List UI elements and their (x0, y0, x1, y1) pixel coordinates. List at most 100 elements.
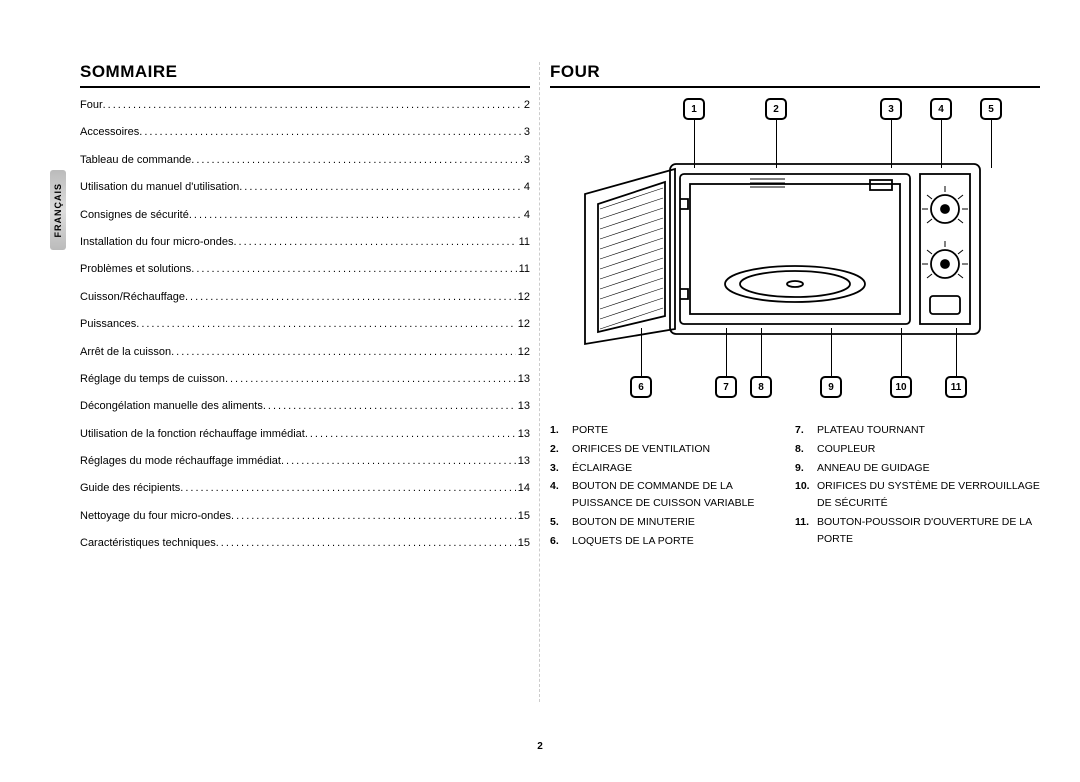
toc-dots (281, 454, 516, 469)
leader-line (641, 328, 642, 376)
oven-diagram: 1 2 3 4 5 6 78 9 10 11 (550, 98, 1020, 408)
callout-box: 2 (765, 98, 787, 120)
legend-num: 8. (795, 441, 811, 458)
legend-label: ORIFICES DE VENTILATION (572, 441, 710, 458)
legend-left-col: 1.PORTE2.ORIFICES DE VENTILATION3.ÉCLAIR… (550, 422, 795, 552)
legend-label: PORTE (572, 422, 608, 439)
leader-line (956, 328, 957, 376)
callout-box: 4 (930, 98, 952, 120)
toc-item: Caractéristiques techniques15 (80, 536, 530, 551)
toc-page: 12 (516, 290, 530, 305)
callout-box: 10 (890, 376, 912, 398)
toc-item: Four2 (80, 98, 530, 113)
toc-label: Consignes de sécurité (80, 208, 189, 223)
legend-label: BOUTON-POUSSOIR D'OUVERTURE DE LA PORTE (817, 514, 1040, 548)
toc-label: Décongélation manuelle des aliments (80, 399, 263, 414)
page-number: 2 (0, 741, 1080, 752)
callout-box: 8 (750, 376, 772, 398)
legend-item: 10.ORIFICES DU SYSTÈME DE VERROUILLAGE D… (795, 478, 1040, 512)
toc-dots (191, 262, 516, 277)
callout-box: 5 (980, 98, 1002, 120)
leader-line (776, 120, 777, 168)
toc-page: 12 (516, 317, 530, 332)
toc-label: Réglage du temps de cuisson (80, 372, 225, 387)
toc-item: Guide des récipients 14 (80, 481, 530, 496)
leader-line (891, 120, 892, 168)
toc-dots (139, 125, 522, 140)
toc-dots (225, 372, 516, 387)
toc-item: Consignes de sécurité 4 (80, 208, 530, 223)
callout-box: 3 (880, 98, 902, 120)
toc-list: Four2 Accessoires 3 Tableau de commande3 Uti… (80, 98, 530, 552)
legend-label: ÉCLAIRAGE (572, 460, 632, 477)
sommaire-column: SOMMAIRE Four2Accessoires3Tableau de com… (80, 62, 530, 564)
legend-num: 5. (550, 514, 566, 531)
leader-line (726, 328, 727, 376)
legend-item: 7.PLATEAU TOURNANT (795, 422, 1040, 439)
toc-label: Tableau de commande (80, 153, 191, 168)
legend-label: ANNEAU DE GUIDAGE (817, 460, 930, 477)
callout-box: 7 (715, 376, 737, 398)
toc-item: Puissances 12 (80, 317, 530, 332)
toc-item: Tableau de commande3 (80, 153, 530, 168)
toc-item: Décongélation manuelle des aliments 13 (80, 399, 530, 414)
leader-line (901, 328, 902, 376)
toc-page: 3 (522, 125, 530, 140)
toc-dots (216, 536, 516, 551)
toc-page: 2 (522, 98, 530, 113)
legend-num: 11. (795, 514, 811, 548)
four-heading: FOUR (550, 62, 1040, 88)
toc-label: Installation du four micro-ondes (80, 235, 233, 250)
toc-label: Cuisson/Réchauffage (80, 290, 185, 305)
legend-num: 9. (795, 460, 811, 477)
toc-dots (263, 399, 516, 414)
toc-label: Problèmes et solutions (80, 262, 191, 277)
legend-num: 7. (795, 422, 811, 439)
leader-line (941, 120, 942, 168)
callout-box: 1 (683, 98, 705, 120)
toc-dots (231, 509, 516, 524)
toc-dots (189, 208, 522, 223)
toc-label: Puissances (80, 317, 136, 332)
callout-box: 11 (945, 376, 967, 398)
toc-page: 11 (517, 235, 530, 250)
toc-page: 14 (516, 481, 530, 496)
toc-dots (180, 481, 515, 496)
toc-page: 13 (516, 399, 530, 414)
legend-item: 8. COUPLEUR (795, 441, 1040, 458)
toc-dots (171, 345, 516, 360)
legend-item: 4.BOUTON DE COMMANDE DE LA PUISSANCE DE … (550, 478, 795, 512)
legend-label: ORIFICES DU SYSTÈME DE VERROUILLAGE DE S… (817, 478, 1040, 512)
toc-item: Réglages du mode réchauffage immédiat 13 (80, 454, 530, 469)
language-tab-label: FRANÇAIS (53, 183, 63, 238)
toc-page: 12 (516, 345, 530, 360)
legend-label: COUPLEUR (817, 441, 875, 458)
toc-label: Réglages du mode réchauffage immédiat (80, 454, 281, 469)
legend-num: 2. (550, 441, 566, 458)
toc-dots (185, 290, 516, 305)
legend-item: 5. BOUTON DE MINUTERIE (550, 514, 795, 531)
toc-page: 11 (517, 262, 530, 277)
language-tab: FRANÇAIS (50, 170, 66, 250)
legend-item: 6.LOQUETS DE LA PORTE (550, 533, 795, 550)
legend-item: 11. BOUTON-POUSSOIR D'OUVERTURE DE LA POR… (795, 514, 1040, 548)
leader-line (991, 120, 992, 168)
leader-line (761, 328, 762, 376)
legend-num: 1. (550, 422, 566, 439)
callout-box: 9 (820, 376, 842, 398)
legend-item: 2. ORIFICES DE VENTILATION (550, 441, 795, 458)
toc-page: 4 (522, 208, 530, 223)
toc-item: Cuisson/Réchauffage 12 (80, 290, 530, 305)
callout-box: 6 (630, 376, 652, 398)
toc-label: Accessoires (80, 125, 139, 140)
toc-dots (305, 427, 516, 442)
toc-page: 13 (516, 454, 530, 469)
toc-dots (233, 235, 516, 250)
toc-label: Arrêt de la cuisson (80, 345, 171, 360)
toc-dots (239, 180, 522, 195)
toc-page: 15 (516, 509, 530, 524)
legend-num: 4. (550, 478, 566, 512)
toc-label: Guide des récipients (80, 481, 180, 496)
toc-item: Utilisation de la fonction réchauffage i… (80, 427, 530, 442)
legend-label: BOUTON DE MINUTERIE (572, 514, 695, 531)
